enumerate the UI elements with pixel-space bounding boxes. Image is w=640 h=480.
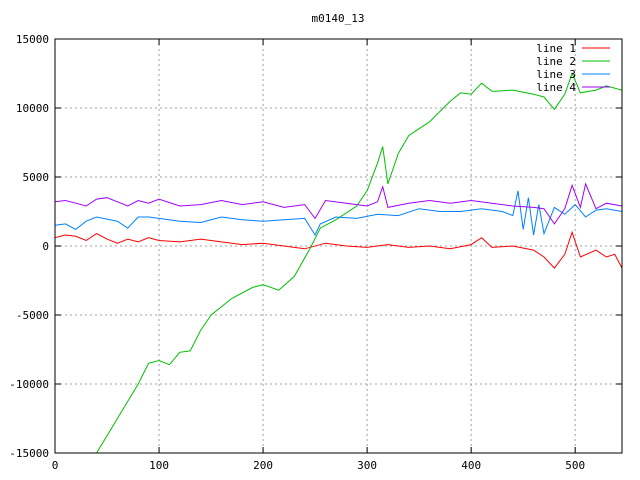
y-tick-label: -15000 [9, 447, 49, 460]
y-tick-label: -10000 [9, 378, 49, 391]
x-tick-label: 100 [149, 459, 169, 472]
legend-label-2: line 2 [536, 55, 576, 68]
series-line-2 [96, 72, 622, 453]
y-tick-label: 0 [42, 240, 49, 253]
x-tick-label: 400 [461, 459, 481, 472]
y-tick-label: 10000 [16, 102, 49, 115]
series-line-4 [55, 182, 622, 225]
legend-label-3: line 3 [536, 68, 576, 81]
y-tick-label: 5000 [23, 171, 50, 184]
x-tick-label: 300 [357, 459, 377, 472]
legend-label-4: line 4 [536, 81, 576, 94]
y-tick-label: 15000 [16, 33, 49, 46]
x-tick-label: 500 [565, 459, 585, 472]
legend-label-1: line 1 [536, 42, 576, 55]
y-tick-label: -5000 [16, 309, 49, 322]
chart-title: m0140_13 [312, 12, 365, 25]
series-line-3 [55, 190, 622, 237]
axis-ticks: 0 100 200 300 400 500 -15000 -10000 -5000 0 5000 10… [9, 33, 622, 472]
series-lines [55, 72, 622, 453]
series-line-1 [55, 230, 622, 269]
grid-lines [55, 39, 622, 453]
x-tick-label: 0 [52, 459, 59, 472]
x-tick-label: 200 [253, 459, 273, 472]
